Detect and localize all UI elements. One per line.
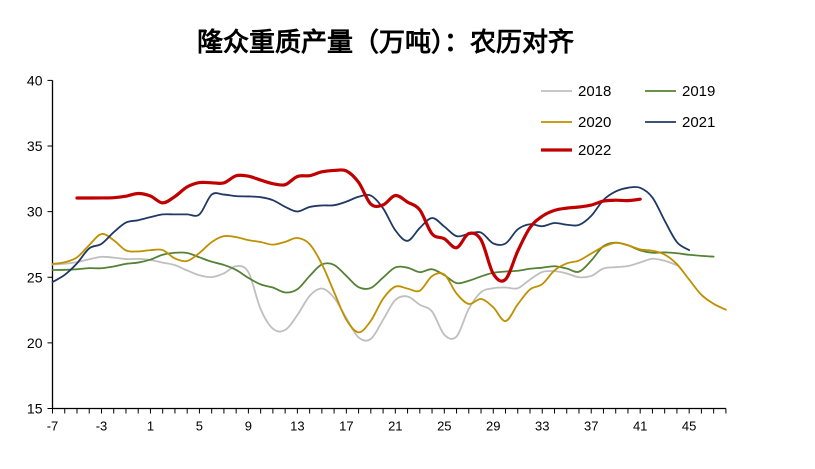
svg-text:33: 33 xyxy=(535,419,549,434)
svg-text:25: 25 xyxy=(437,419,451,434)
svg-text:30: 30 xyxy=(27,204,43,220)
svg-text:1: 1 xyxy=(147,419,154,434)
svg-text:5: 5 xyxy=(196,419,203,434)
svg-text:2020: 2020 xyxy=(578,114,611,131)
svg-text:29: 29 xyxy=(486,419,500,434)
svg-text:2021: 2021 xyxy=(682,114,715,131)
svg-text:21: 21 xyxy=(388,419,402,434)
svg-text:17: 17 xyxy=(339,419,353,434)
svg-text:25: 25 xyxy=(27,269,43,285)
svg-text:15: 15 xyxy=(27,401,43,417)
svg-text:41: 41 xyxy=(633,419,647,434)
svg-text:9: 9 xyxy=(245,419,252,434)
svg-text:2018: 2018 xyxy=(578,83,611,100)
svg-text:35: 35 xyxy=(27,138,43,154)
svg-text:45: 45 xyxy=(682,419,696,434)
svg-text:20: 20 xyxy=(27,335,43,351)
svg-text:2019: 2019 xyxy=(682,83,715,100)
svg-text:37: 37 xyxy=(584,419,598,434)
svg-text:-7: -7 xyxy=(47,419,59,434)
svg-text:-3: -3 xyxy=(96,419,108,434)
svg-text:40: 40 xyxy=(27,72,43,88)
svg-text:2022: 2022 xyxy=(578,142,611,159)
svg-text:13: 13 xyxy=(290,419,304,434)
